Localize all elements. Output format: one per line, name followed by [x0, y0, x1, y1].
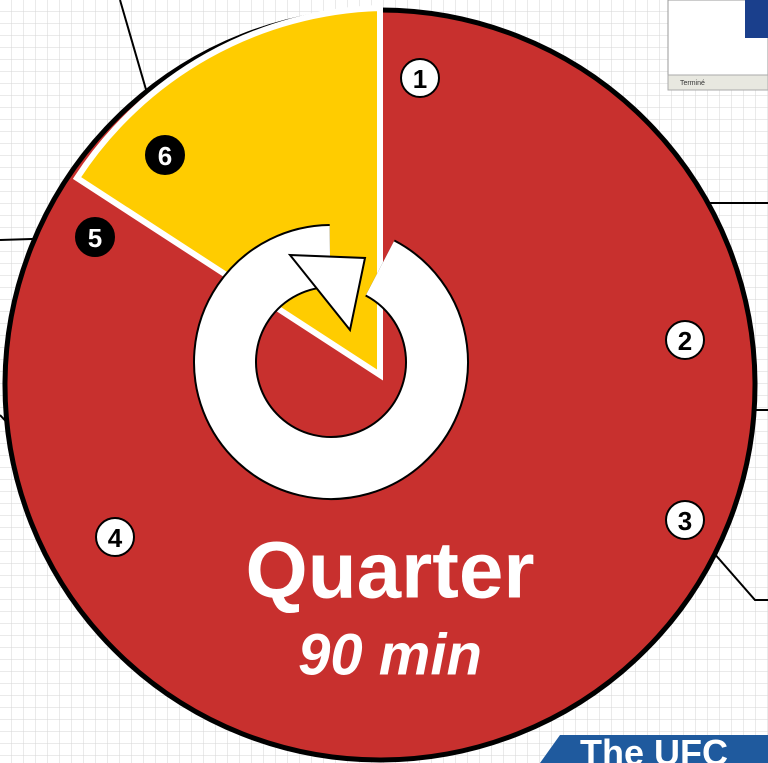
title: Quarter	[246, 526, 535, 615]
banner: The UFC	[540, 732, 768, 763]
window-status: Terminé	[680, 80, 705, 87]
marker-number: 1	[413, 64, 427, 94]
marker-number: 2	[678, 326, 692, 356]
diagram: Terminé Quarter 90 min 1 2 3 4 5 6 The UFC	[0, 0, 768, 763]
marker-number: 3	[678, 506, 692, 536]
subtitle: 90 min	[298, 623, 482, 688]
marker-number: 5	[88, 223, 102, 253]
banner-text: The UFC	[580, 732, 728, 763]
marker-number: 4	[108, 523, 123, 553]
window-fragment: Terminé	[668, 0, 768, 90]
marker-number: 6	[158, 141, 172, 171]
